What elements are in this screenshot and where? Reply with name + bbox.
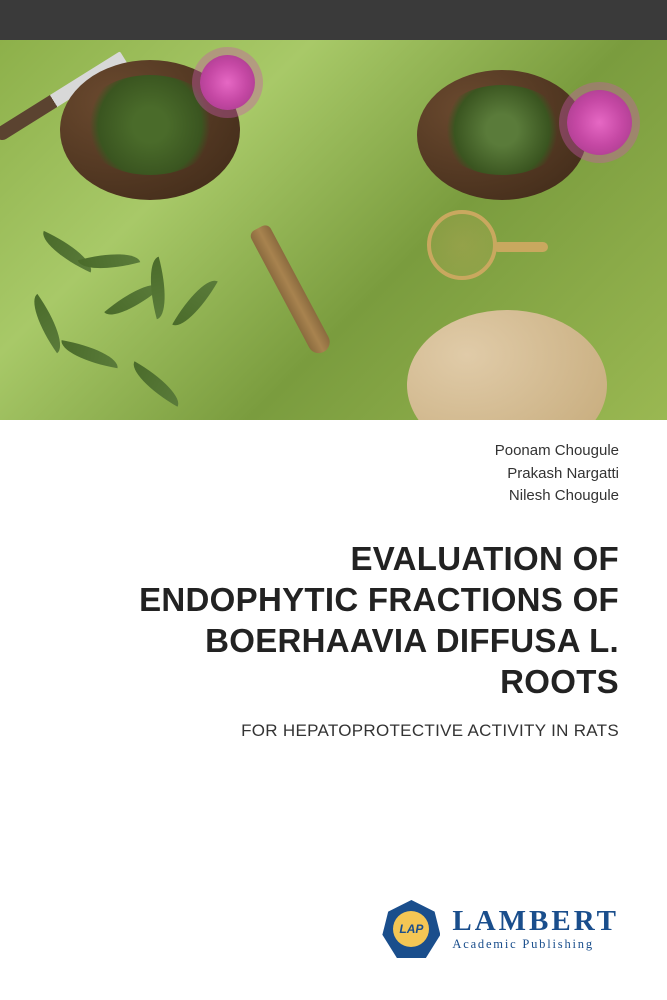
publisher-text: LAMBERT Academic Publishing: [452, 907, 619, 952]
author-2: Prakash Nargatti: [48, 463, 619, 486]
title-line-2: ENDOPHYTIC FRACTIONS OF: [48, 579, 619, 620]
leaf-decor: [172, 273, 218, 334]
herbs-fill: [80, 75, 220, 175]
author-list: Poonam Chougule Prakash Nargatti Nilesh …: [48, 440, 619, 508]
ceramic-bowl: [407, 310, 607, 420]
publisher-block: LAP LAMBERT Academic Publishing: [382, 900, 619, 958]
leaf-decor: [58, 340, 120, 368]
hero-botanical-image: [0, 40, 667, 420]
title-line-1: EVALUATION OF: [48, 538, 619, 579]
author-3: Nilesh Chougule: [48, 485, 619, 508]
thistle-flower-1: [200, 55, 255, 110]
top-bar: [0, 0, 667, 40]
publisher-tagline: Academic Publishing: [452, 937, 619, 952]
author-1: Poonam Chougule: [48, 440, 619, 463]
book-title: EVALUATION OF ENDOPHYTIC FRACTIONS OF BO…: [48, 538, 619, 703]
cover-content: Poonam Chougule Prakash Nargatti Nilesh …: [48, 440, 619, 741]
publisher-name: LAMBERT: [452, 907, 619, 936]
book-subtitle: FOR HEPATOPROTECTIVE ACTIVITY IN RATS: [48, 721, 619, 741]
thistle-flower-2: [567, 90, 632, 155]
leaf-decor: [126, 361, 187, 407]
herbs-fill: [437, 85, 567, 175]
leaf-decor: [78, 245, 141, 278]
title-line-4: ROOTS: [48, 661, 619, 702]
publisher-logo: LAP: [382, 900, 440, 958]
tea-strainer: [427, 210, 497, 280]
wooden-bowl-2: [417, 70, 587, 200]
title-line-3: BOERHAAVIA DIFFUSA L.: [48, 620, 619, 661]
